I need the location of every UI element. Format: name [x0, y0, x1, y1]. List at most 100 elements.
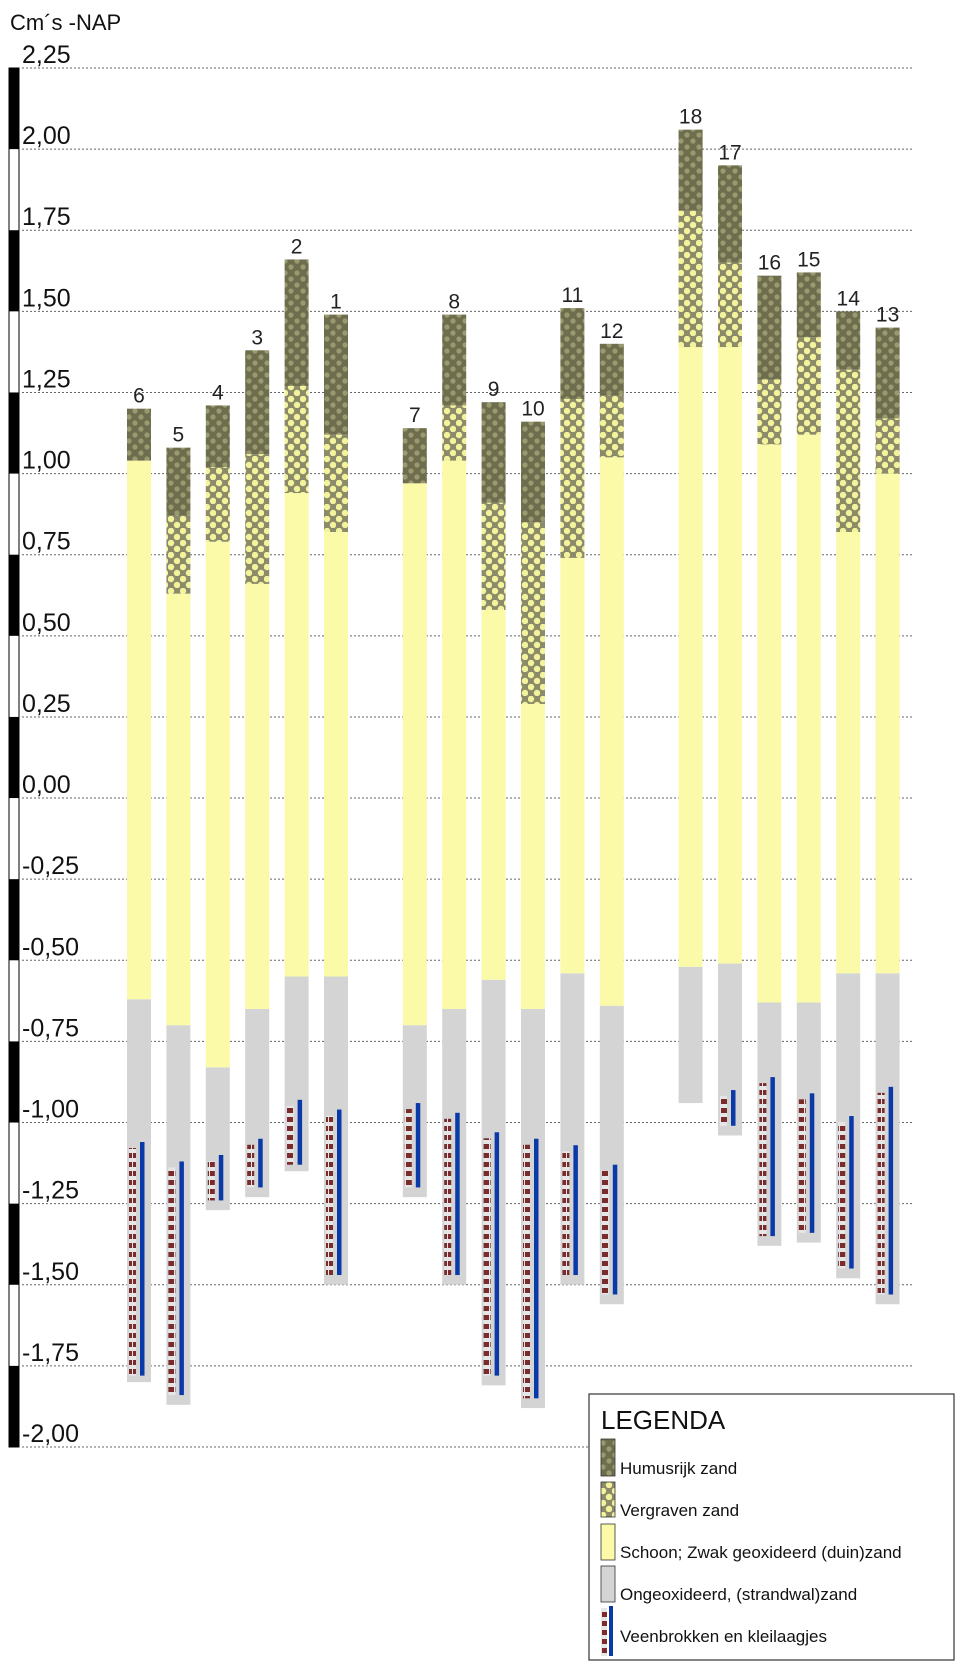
layer-clean-sand: [481, 609, 506, 980]
borehole-13: 13: [875, 304, 900, 1305]
y-axis-scale-bar: [8, 67, 20, 1448]
layer-humus: [284, 259, 309, 386]
y-tick-label: 1,75: [22, 203, 71, 231]
borehole-label: 14: [837, 287, 861, 310]
y-tick-label: -0,75: [22, 1014, 79, 1042]
legend-label-clean: Schoon; Zwak geoxideerd (duin)zand: [620, 1543, 902, 1562]
y-tick-label: -1,25: [22, 1177, 79, 1205]
legend-title: LEGENDA: [601, 1405, 726, 1435]
borehole-label: 3: [251, 326, 263, 349]
y-tick-label: 0,75: [22, 528, 71, 556]
legend-frame: [588, 1393, 955, 1661]
borehole-12: 12: [599, 320, 624, 1305]
borehole-2: 2: [284, 235, 309, 1172]
legend-swatch-clean: [600, 1523, 616, 1561]
layer-clean-sand: [875, 473, 900, 974]
peat-fragments: [326, 1115, 333, 1276]
peat-fragments: [877, 1092, 885, 1295]
borehole-label: 6: [133, 385, 145, 408]
clay-layer-line: [455, 1112, 460, 1276]
borehole-11: 11: [560, 284, 585, 1285]
layer-clean-sand: [127, 460, 151, 1000]
peat-fragments: [247, 1144, 255, 1188]
layer-humus: [836, 311, 861, 370]
borehole-label: 17: [718, 141, 741, 164]
y-tick-label: -1,50: [22, 1258, 79, 1286]
layer-dug-sand: [599, 395, 624, 458]
peat-fragments: [483, 1138, 491, 1376]
clay-layer-line: [731, 1090, 736, 1126]
layer-humus: [127, 408, 151, 461]
scale-bar-block: [9, 392, 19, 474]
layer-humus: [599, 343, 624, 396]
borehole-label: 9: [488, 378, 500, 401]
layer-humus: [757, 275, 782, 380]
y-tick-label: 1,50: [22, 284, 71, 312]
layer-dug-sand: [166, 515, 191, 594]
layer-humus: [205, 405, 230, 468]
borehole-8: 8: [442, 291, 467, 1285]
layer-clean-sand: [678, 347, 703, 967]
scale-bar-block: [9, 68, 19, 150]
layer-dug-sand: [678, 210, 703, 348]
layer-clean-sand: [284, 493, 309, 977]
y-tick-label: 0,00: [22, 771, 71, 799]
y-tick-label: 1,25: [22, 365, 71, 393]
peat-fragments: [286, 1105, 294, 1165]
clay-layer-line: [809, 1093, 815, 1233]
borehole-18: 18: [678, 106, 703, 1104]
layer-dug-sand: [284, 385, 309, 494]
layer-dug-sand: [718, 262, 742, 348]
legend-swatch-peat-line: [609, 1606, 613, 1656]
y-tick-label: 2,25: [22, 41, 71, 69]
y-tick-label: -0,25: [22, 852, 79, 880]
layer-humus: [521, 421, 545, 523]
scale-bar-block: [9, 716, 19, 799]
y-tick-label: -2,00: [22, 1420, 79, 1448]
layer-clean-sand: [796, 434, 821, 1003]
layer-clean-sand: [402, 483, 427, 1026]
borehole-label: 10: [521, 398, 544, 421]
layer-clean-sand: [442, 460, 467, 1009]
borehole-3: 3: [245, 326, 270, 1198]
clay-layer-line: [415, 1103, 421, 1188]
layer-dug-sand: [875, 418, 900, 474]
layer-clean-sand: [599, 457, 624, 1006]
peat-fragments: [720, 1096, 727, 1126]
clay-layer-line: [534, 1138, 539, 1399]
layer-clean-sand: [836, 531, 861, 974]
layer-clean-sand: [521, 703, 545, 1009]
borehole-label: 18: [679, 106, 702, 129]
layer-humus: [481, 402, 506, 503]
legend-swatch-dug: [600, 1481, 616, 1518]
borehole-16: 16: [757, 252, 782, 1246]
layer-humus: [678, 129, 703, 211]
borehole-label: 8: [448, 291, 460, 314]
clay-layer-line: [770, 1077, 775, 1237]
layer-dug-sand: [796, 337, 821, 435]
peat-fragments: [601, 1170, 609, 1295]
y-tick-label: 0,25: [22, 690, 71, 718]
layer-dug-sand: [442, 405, 467, 461]
y-tick-label: -1,00: [22, 1096, 79, 1124]
borehole-14: 14: [836, 287, 861, 1279]
layer-humus: [402, 428, 427, 484]
peat-fragments: [444, 1118, 452, 1276]
layer-humus: [560, 308, 585, 399]
borehole-10: 10: [521, 398, 545, 1409]
borehole-6: 6: [127, 385, 151, 1383]
clay-layer-line: [612, 1164, 618, 1295]
borehole-4: 4: [205, 381, 230, 1211]
layer-dug-sand: [324, 434, 348, 532]
clay-layer-line: [179, 1161, 184, 1396]
layer-unoxidized: [678, 966, 703, 1104]
borehole-1: 1: [324, 291, 348, 1285]
y-axis-unit-label: Cm´s -NAP: [10, 10, 121, 35]
layer-humus: [718, 165, 742, 263]
peat-fragments: [168, 1167, 176, 1396]
clay-layer-line: [573, 1145, 578, 1276]
borehole-17: 17: [718, 141, 742, 1136]
legend-swatch-humus: [600, 1438, 616, 1477]
peat-fragments: [523, 1144, 530, 1399]
borehole-label: 12: [600, 320, 623, 343]
